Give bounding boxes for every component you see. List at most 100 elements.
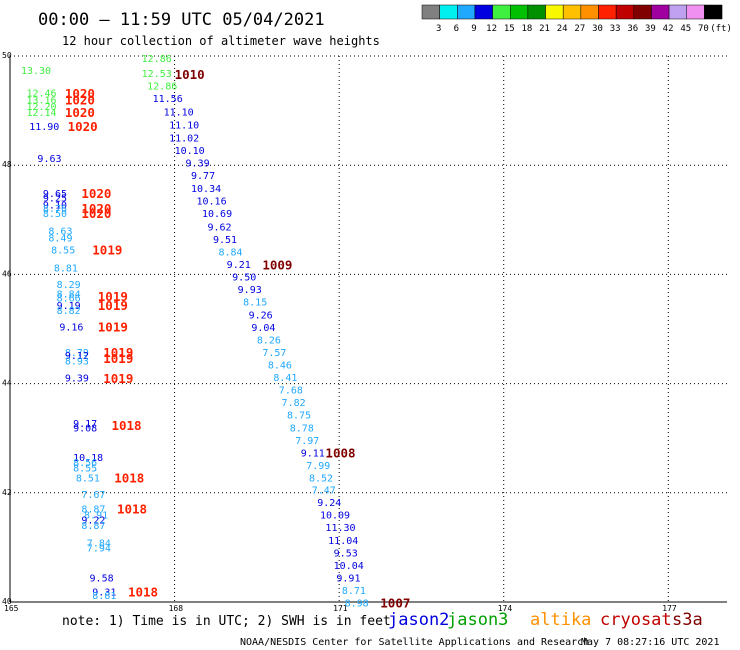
wave-height-label: 8.82 [57,306,81,317]
pressure-label: 1018 [114,471,144,486]
footer-credit: NOAA/NESDIS Center for Satellite Applica… [240,637,589,648]
wave-height-label: 8.29 [57,280,81,291]
scale-swatch [651,4,670,20]
wave-height-label: 9.16 [59,322,83,333]
wave-height-label: 8.51 [76,474,100,485]
pressure-label: 1020 [81,201,111,216]
scale-swatch [615,4,635,20]
satellite-cryosat: cryosat [600,610,672,630]
wave-height-label: 8.50 [43,209,67,220]
wave-height-label: 11.90 [29,122,59,133]
wave-height-label: 8.87 [81,505,105,516]
pressure-label: 1010 [175,67,205,82]
y-tick-label: 42 [2,488,12,497]
scale-label: 39 [645,24,656,34]
y-tick-label: 40 [2,597,12,606]
chart-subtitle: 12 hour collection of altimeter wave hei… [62,34,380,48]
wave-height-label: 9.25 [43,193,67,204]
pressure-label: 1020 [81,206,111,221]
pressure-label: 1018 [111,418,141,433]
wave-height-label: 10.16 [197,197,227,208]
wave-height-label: 9.93 [238,285,262,296]
scale-label: (ft) [710,24,732,34]
wave-height-label: 8.52 [309,474,333,485]
wave-height-label: 9.50 [232,273,256,284]
wave-height-label: 7.97 [295,436,319,447]
scale-label: 6 [454,24,459,34]
wave-height-label: 11.10 [169,120,199,131]
wave-height-label: 10.34 [191,184,221,195]
wave-height-label: 9.63 [37,154,61,165]
pressure-label: 1019 [98,289,128,304]
wave-height-label: 8.93 [65,357,89,368]
wave-height-label: 9.65 [43,189,67,200]
wave-height-label: 12.14 [26,108,56,119]
scale-label: 12 [486,24,497,34]
wave-height-label: 8.55 [73,464,97,475]
wave-height-label: 8.79 [65,348,89,359]
pressure-label: 1020 [68,119,98,134]
wave-height-label: 8.49 [48,233,72,244]
wave-height-label: 7.94 [87,543,111,554]
satellite-jason3: jason3 [447,610,508,630]
wave-height-label: 7.47 [312,486,336,497]
wave-height-label: 8.46 [268,360,292,371]
wave-height-label: 7.67 [81,490,105,501]
wave-height-label: 8.15 [243,298,267,309]
wave-height-label: 10.18 [73,453,103,464]
scale-label: 18 [521,24,532,34]
pressure-label: 1019 [92,242,122,257]
axis-ticks: 165 168 171 174 177 40 42 44 46 48 50 [2,51,677,613]
wave-height-label: 9.04 [251,323,275,334]
scale-swatch [580,4,599,20]
wave-height-label: 8.78 [290,423,314,434]
wave-height-label: 9.11 [301,448,325,459]
wave-height-label: 13.30 [21,66,51,77]
wave-height-label: 8.55 [51,245,75,256]
y-tick-label: 48 [2,160,12,169]
wave-height-label: 9.62 [207,222,231,233]
wave-height-label: 8.66 [57,293,81,304]
wave-height-label: 7.68 [279,386,303,397]
x-tick-label: 177 [662,604,677,613]
scale-label: 27 [574,24,585,34]
scale-label: 24 [557,24,568,34]
x-tick-label: 174 [498,604,513,613]
scale-label: 3 [436,24,441,34]
scale-label: 21 [539,24,550,34]
wave-height-label: 13.16 [26,96,56,107]
chart-title: 00:00 – 11:59 UTC 05/04/2021 [38,10,325,30]
pressure-label: 1019 [103,371,133,386]
pressure-label: 1018 [128,585,158,600]
scale-label: 30 [592,24,603,34]
wave-height-label: 8.41 [273,373,297,384]
scale-swatch [545,4,564,20]
wave-height-label: 8.84 [218,247,242,258]
pressure-label: 1020 [65,105,95,120]
wave-height-label: 11.56 [153,94,183,105]
wave-height-label: 12.46 [26,89,56,100]
wave-height-label: 11.04 [328,536,358,547]
scale-swatch [704,4,723,20]
scale-swatch [439,4,458,20]
scale-label: 33 [610,24,621,34]
pressure-label: 1020 [65,86,95,101]
wave-height-label: 12.86 [147,81,177,92]
legend-note: note: 1) Time is in UTC; 2) SWH is in fe… [62,614,391,629]
y-tick-label: 46 [2,269,12,278]
wave-height-label: 9.51 [213,235,237,246]
footer-timestamp: May 7 08:27:16 UTC 2021 [581,637,719,648]
scale-swatch [474,4,493,20]
scale-swatch [510,4,529,20]
x-tick-label: 171 [333,604,348,613]
wave-height-label: 10.10 [175,146,205,157]
scale-label: 70 [698,24,709,34]
satellite-altika: altika [530,610,591,630]
x-tick-label: 165 [4,604,19,613]
wave-height-label: 11.30 [325,523,355,534]
pressure-label: 1019 [98,319,128,334]
pressure-label: 1019 [103,351,133,366]
wave-height-label: 10.04 [334,561,364,572]
